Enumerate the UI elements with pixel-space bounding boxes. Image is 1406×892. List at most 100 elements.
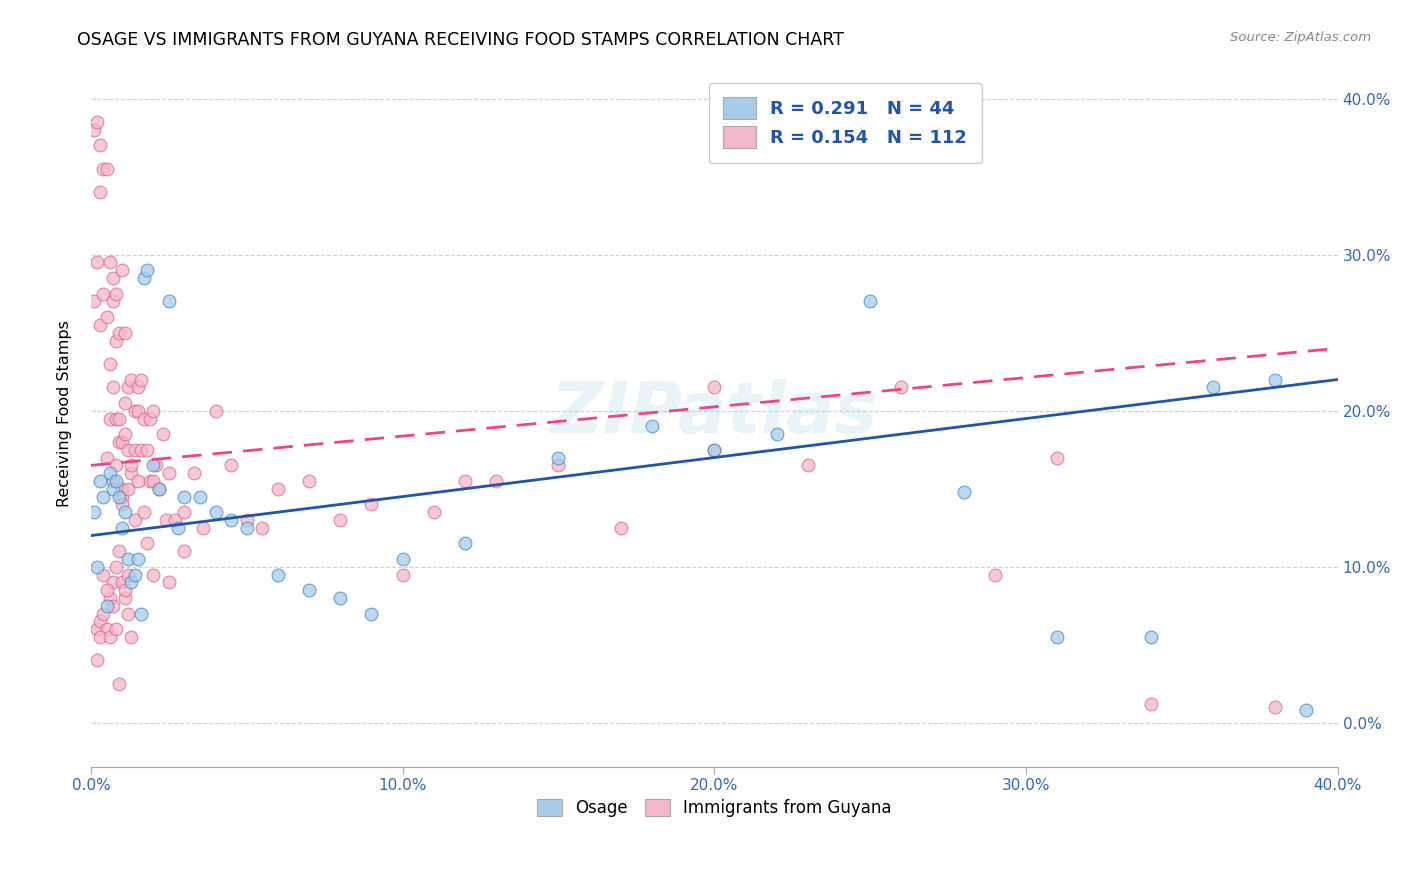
Point: [104, 474, 127, 488]
Point: [104, 411, 127, 425]
Point: [101, 474, 124, 488]
Point: [703, 442, 725, 457]
Point: [1046, 450, 1069, 465]
Point: [984, 567, 1007, 582]
Point: [120, 630, 142, 644]
Point: [96, 599, 118, 613]
Point: [360, 497, 382, 511]
Point: [191, 521, 214, 535]
Point: [101, 482, 124, 496]
Point: [890, 380, 912, 394]
Point: [117, 552, 139, 566]
Point: [157, 466, 180, 480]
Point: [96, 622, 118, 636]
Point: [859, 294, 882, 309]
Point: [610, 521, 633, 535]
Point: [952, 484, 974, 499]
Point: [108, 677, 131, 691]
Point: [703, 380, 725, 394]
Point: [111, 575, 134, 590]
Point: [101, 599, 124, 613]
Point: [86, 653, 108, 667]
Point: [142, 403, 165, 417]
Point: [1139, 697, 1161, 711]
Point: [329, 513, 352, 527]
Point: [485, 474, 508, 488]
Point: [120, 372, 142, 386]
Text: Source: ZipAtlas.com: Source: ZipAtlas.com: [1230, 31, 1371, 45]
Point: [267, 567, 290, 582]
Point: [101, 294, 124, 309]
Point: [132, 271, 155, 285]
Point: [165, 513, 187, 527]
Point: [703, 442, 725, 457]
Point: [108, 411, 131, 425]
Point: [797, 458, 820, 473]
Point: [219, 513, 242, 527]
Point: [98, 357, 121, 371]
Point: [173, 490, 195, 504]
Point: [155, 513, 177, 527]
Point: [173, 505, 195, 519]
Point: [124, 403, 146, 417]
Point: [129, 372, 152, 386]
Point: [236, 521, 259, 535]
Point: [104, 458, 127, 473]
Point: [360, 607, 382, 621]
Point: [1264, 372, 1286, 386]
Point: [98, 466, 121, 480]
Point: [391, 552, 413, 566]
Point: [114, 583, 136, 598]
Point: [132, 505, 155, 519]
Point: [1264, 700, 1286, 714]
Point: [204, 505, 226, 519]
Point: [108, 544, 131, 558]
Point: [89, 474, 111, 488]
Point: [148, 482, 170, 496]
Point: [89, 630, 111, 644]
Point: [641, 419, 664, 434]
Point: [1202, 380, 1225, 394]
Point: [152, 427, 174, 442]
Point: [93, 490, 115, 504]
Point: [252, 521, 274, 535]
Point: [96, 161, 118, 176]
Point: [104, 334, 127, 348]
Point: [183, 466, 205, 480]
Point: [188, 490, 211, 504]
Point: [96, 583, 118, 598]
Point: [89, 186, 111, 200]
Point: [120, 575, 142, 590]
Point: [454, 536, 477, 550]
Point: [111, 490, 134, 504]
Point: [117, 607, 139, 621]
Point: [124, 513, 146, 527]
Point: [108, 434, 131, 449]
Point: [547, 458, 569, 473]
Point: [142, 458, 165, 473]
Point: [132, 411, 155, 425]
Point: [101, 380, 124, 394]
Point: [89, 615, 111, 629]
Point: [83, 294, 105, 309]
Point: [1139, 630, 1161, 644]
Point: [454, 474, 477, 488]
Text: OSAGE VS IMMIGRANTS FROM GUYANA RECEIVING FOOD STAMPS CORRELATION CHART: OSAGE VS IMMIGRANTS FROM GUYANA RECEIVIN…: [77, 31, 844, 49]
Point: [423, 505, 446, 519]
Point: [129, 442, 152, 457]
Point: [148, 482, 170, 496]
Point: [136, 442, 159, 457]
Point: [114, 326, 136, 340]
Point: [98, 411, 121, 425]
Point: [111, 482, 134, 496]
Point: [204, 403, 226, 417]
Point: [111, 434, 134, 449]
Point: [219, 458, 242, 473]
Point: [86, 115, 108, 129]
Point: [108, 490, 131, 504]
Point: [96, 450, 118, 465]
Point: [104, 559, 127, 574]
Point: [236, 513, 259, 527]
Point: [117, 567, 139, 582]
Point: [129, 607, 152, 621]
